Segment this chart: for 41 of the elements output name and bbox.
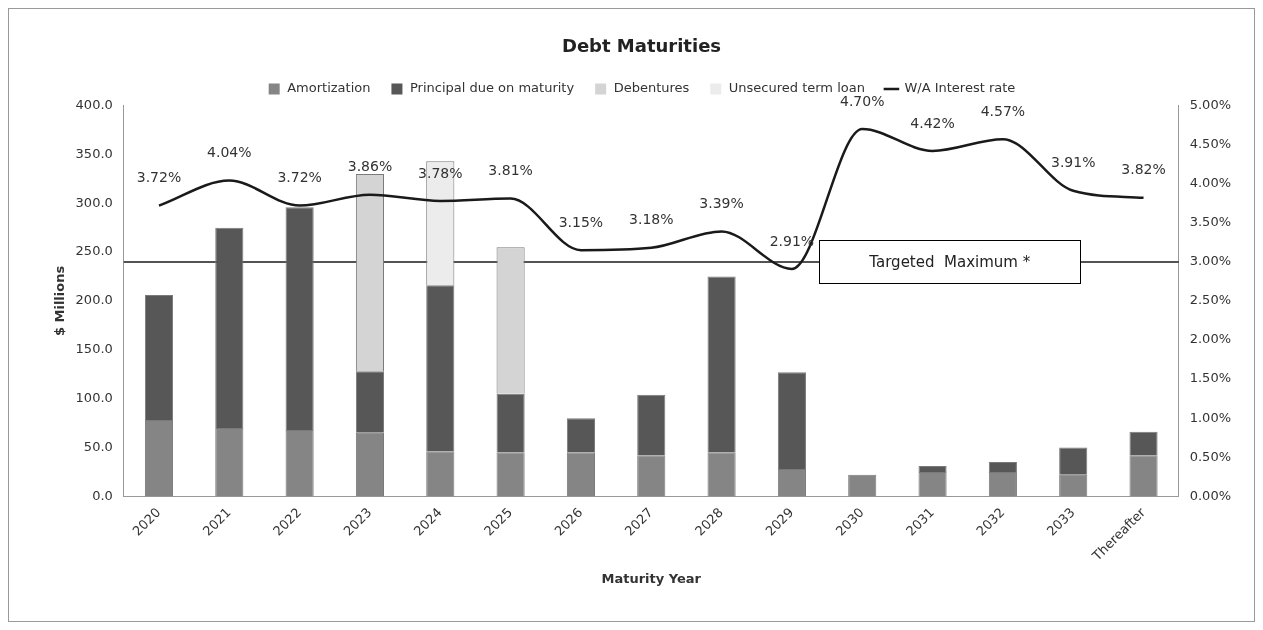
callout-box: Targeted Maximum * bbox=[818, 239, 1081, 284]
data-label: 3.81% bbox=[488, 162, 533, 179]
data-label: 3.91% bbox=[1050, 154, 1096, 171]
legend-label: W/A Interest rate bbox=[904, 80, 1016, 96]
data-label: 4.04% bbox=[207, 144, 252, 161]
data-label: 4.57% bbox=[980, 102, 1026, 119]
y2-tick-label: 3.50% bbox=[1189, 214, 1232, 230]
y2-tick-label: 1.00% bbox=[1189, 409, 1232, 425]
legend-label: Debentures bbox=[613, 80, 690, 96]
data-label: 3.86% bbox=[347, 158, 393, 175]
data-label: 3.15% bbox=[558, 213, 604, 230]
y-axis-title: $ Millions bbox=[52, 265, 68, 337]
x-axis-title: Maturity Year bbox=[601, 570, 702, 586]
y2-tick-label: 4.50% bbox=[1189, 136, 1232, 152]
y2-tick-label: 2.00% bbox=[1189, 331, 1232, 347]
data-label: 4.42% bbox=[910, 114, 955, 131]
y2-tick-label: 1.50% bbox=[1189, 370, 1232, 386]
y-tick-label: 350.0 bbox=[75, 145, 113, 161]
y-tick-label: 300.0 bbox=[75, 194, 113, 210]
y-tick-label: 200.0 bbox=[75, 292, 113, 308]
chart-title: Debt Maturities bbox=[561, 35, 722, 57]
data-label: 3.18% bbox=[629, 211, 674, 228]
data-label: 3.78% bbox=[418, 164, 463, 181]
data-label: 3.72% bbox=[277, 169, 322, 186]
data-label: 3.72% bbox=[136, 169, 182, 186]
y2-tick-label: 2.50% bbox=[1189, 292, 1232, 308]
y-tick-label: 250.0 bbox=[75, 243, 113, 259]
data-label: 3.82% bbox=[1121, 161, 1166, 178]
y2-tick-label: 5.00% bbox=[1189, 96, 1232, 112]
legend-label: Principal due on maturity bbox=[409, 80, 575, 96]
y-tick-label: 0.0 bbox=[92, 487, 113, 503]
y2-tick-label: 0.00% bbox=[1189, 487, 1232, 503]
y-tick-label: 400.0 bbox=[75, 96, 113, 112]
data-label: 3.39% bbox=[699, 195, 744, 212]
y2-tick-label: 4.00% bbox=[1189, 175, 1232, 191]
legend-label: Amortization bbox=[287, 80, 371, 96]
y2-tick-label: 3.00% bbox=[1189, 253, 1232, 269]
y-tick-label: 100.0 bbox=[75, 389, 113, 405]
y2-tick-label: 0.50% bbox=[1189, 448, 1232, 464]
y-tick-label: 150.0 bbox=[75, 341, 113, 357]
y-tick-label: 50.0 bbox=[83, 438, 113, 454]
